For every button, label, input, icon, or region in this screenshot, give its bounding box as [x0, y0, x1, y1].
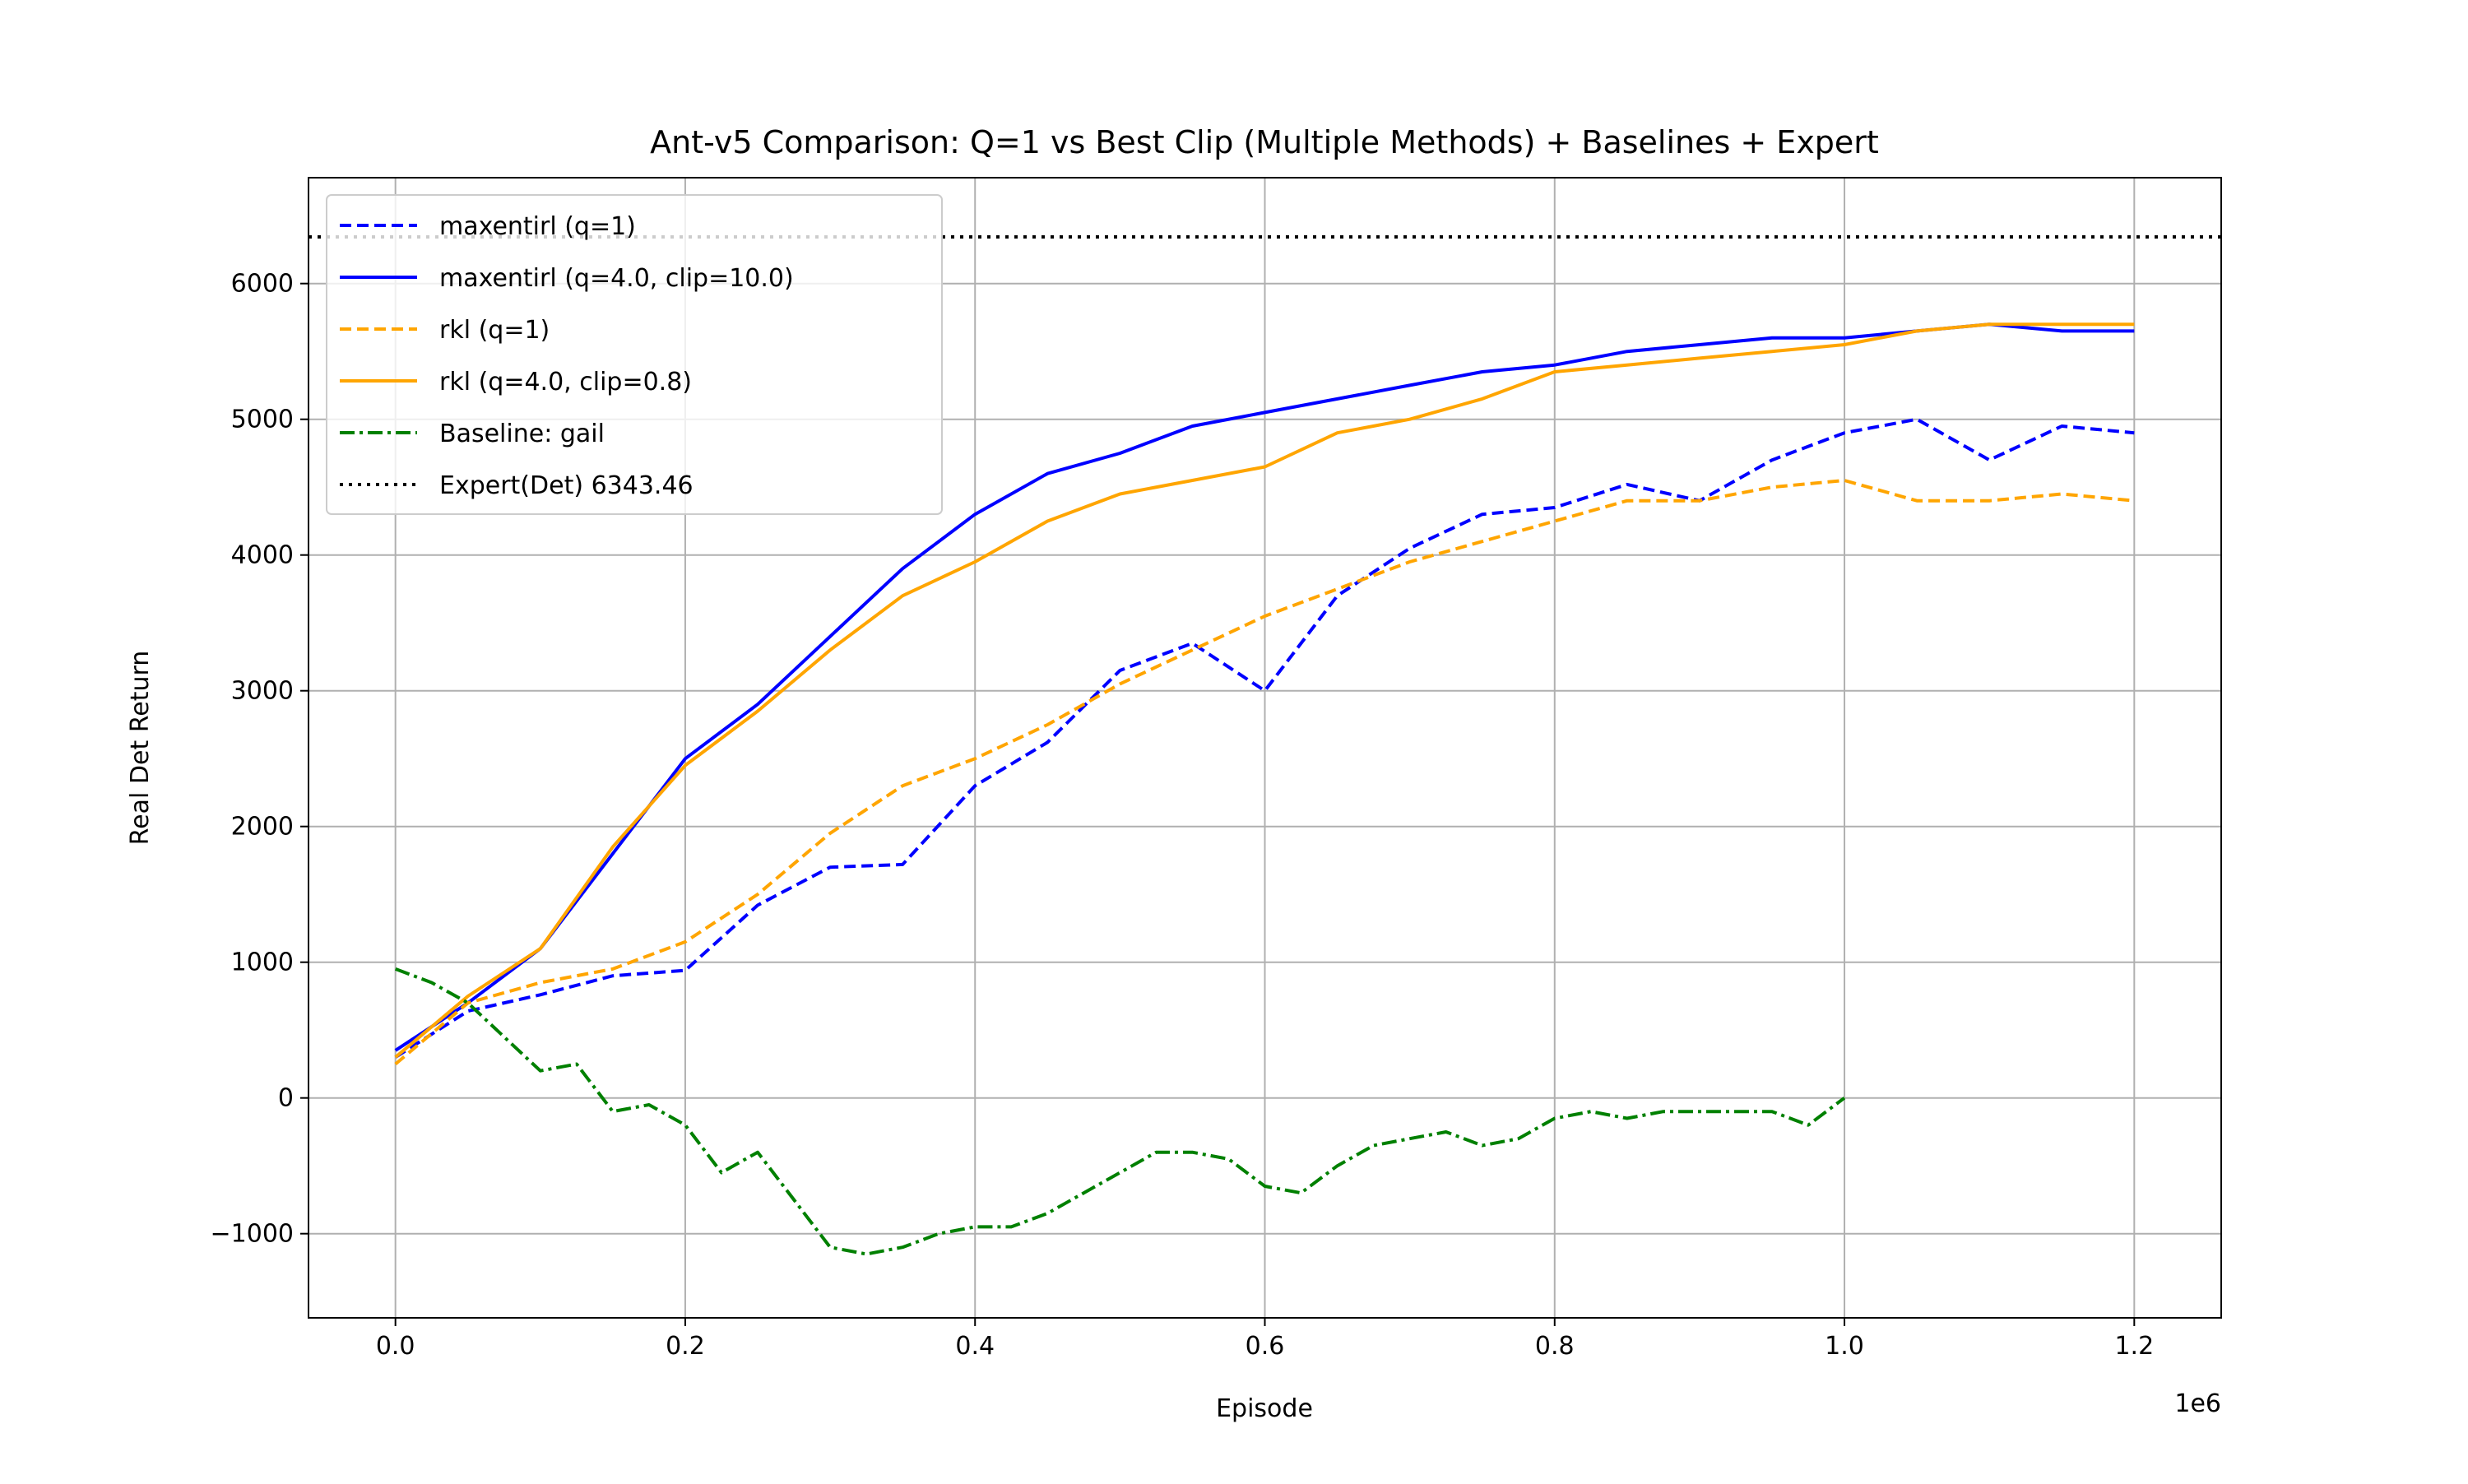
legend-label: Baseline: gail [439, 420, 605, 448]
y-axis-label: Real Det Return [126, 651, 155, 846]
legend-label: maxentirl (q=1) [439, 212, 636, 241]
x-axis-offset-label: 1e6 [2174, 1389, 2221, 1418]
series-line-0 [394, 417, 2135, 1059]
y-tick-label: 1000 [231, 948, 294, 977]
axis-ticks: 0.0 0.2 0.4 0.6 0.8 1.0 1.2 −1000 0 1000 2000 3000 4… [211, 270, 2155, 1361]
y-tick-label: −1000 [211, 1220, 294, 1249]
legend-label: rkl (q=1) [439, 316, 550, 345]
x-tick-label: 0.8 [1535, 1332, 1575, 1361]
series-line-3 [394, 322, 2135, 1059]
legend-label: maxentirl (q=4.0, clip=10.0) [439, 264, 794, 293]
legend-label: Expert(Det) 6343.46 [439, 471, 694, 500]
legend-box [326, 194, 943, 515]
x-tick-label: 0.2 [666, 1332, 705, 1361]
series-line-1 [394, 322, 2135, 1052]
x-axis-label: Episode [1216, 1394, 1313, 1423]
series-line-2 [394, 479, 2135, 1066]
y-tick-label: 2000 [231, 813, 294, 842]
x-tick-label: 0.0 [376, 1332, 415, 1361]
legend: maxentirl (q=1) maxentirl (q=4.0, clip=10… [326, 194, 943, 515]
y-tick-label: 4000 [231, 541, 294, 570]
x-tick-label: 1.2 [2114, 1332, 2154, 1361]
y-tick-label: 0 [278, 1084, 294, 1113]
x-tick-label: 0.4 [955, 1332, 995, 1361]
y-tick-label: 6000 [231, 270, 294, 299]
x-tick-label: 1.0 [1825, 1332, 1864, 1361]
x-tick-label: 0.6 [1246, 1332, 1285, 1361]
y-tick-label: 3000 [231, 677, 294, 706]
y-tick-label: 5000 [231, 406, 294, 434]
series-group [394, 322, 2135, 1256]
legend-label: rkl (q=4.0, clip=0.8) [439, 368, 692, 397]
series-line-4 [394, 967, 1846, 1256]
chart-title: Ant-v5 Comparison: Q=1 vs Best Clip (Mul… [650, 124, 1879, 160]
